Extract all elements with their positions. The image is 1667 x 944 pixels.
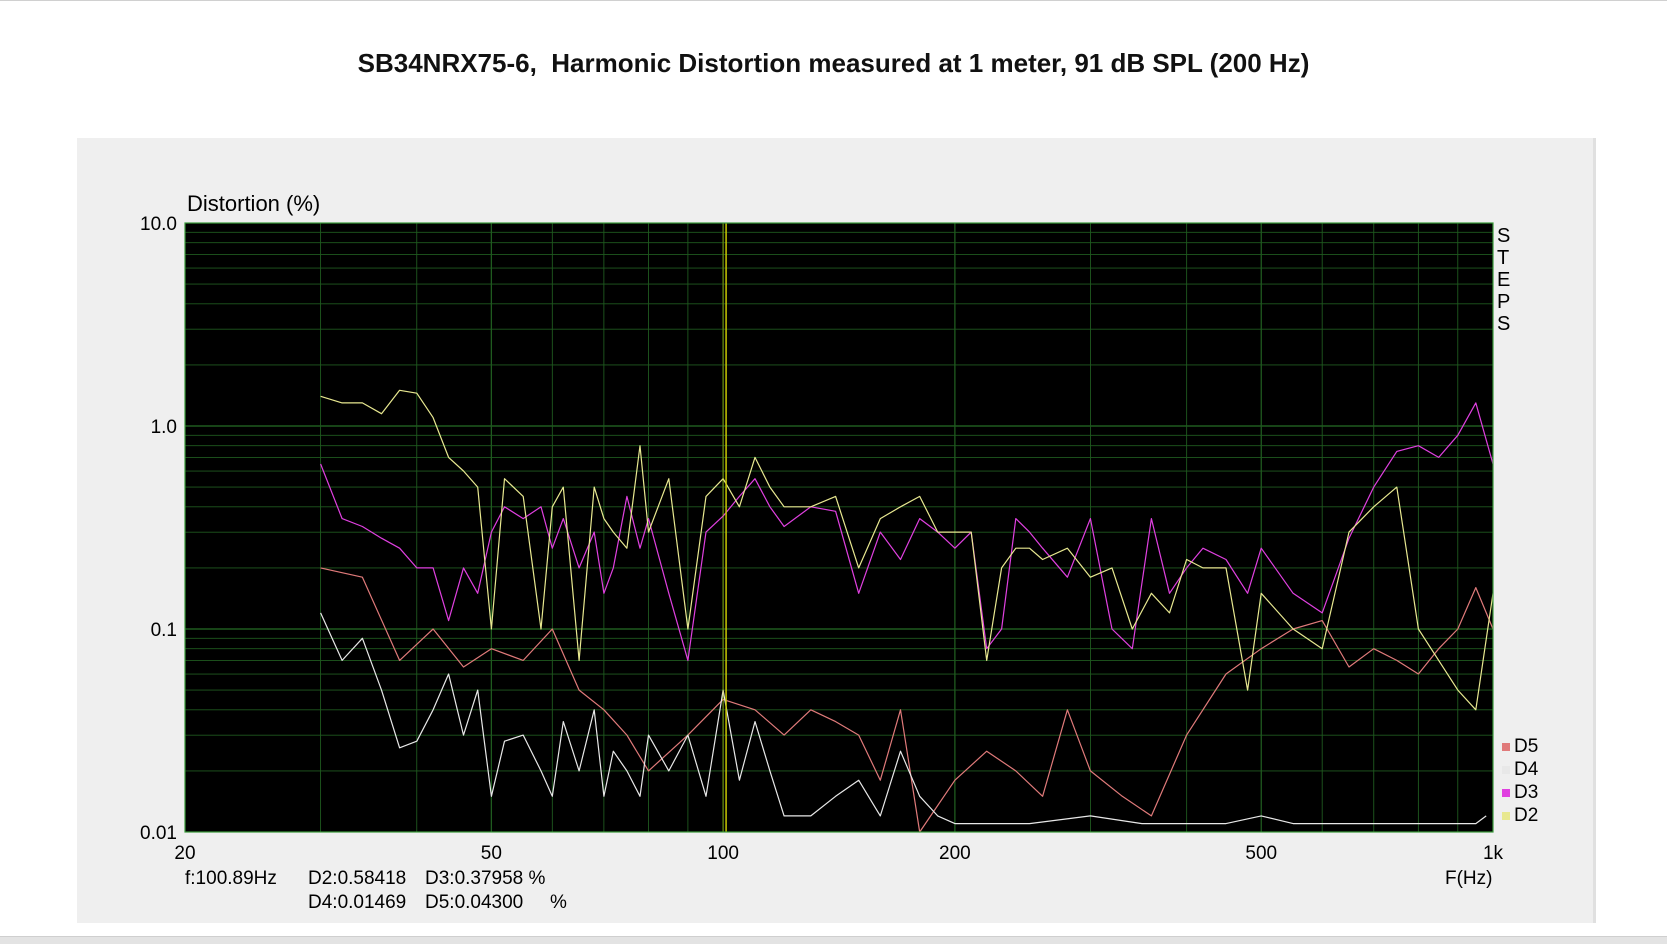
x-tick-label: 100	[707, 843, 739, 864]
cursor-readout-d3: D3:0.37958 %	[425, 868, 546, 889]
y-tick-label: 0.1	[151, 620, 177, 641]
x-tick-label: 1k	[1483, 843, 1504, 864]
plot-border	[184, 222, 1494, 833]
y-tick-label: 0.01	[140, 823, 177, 844]
cursor-readout-d2: D2:0.58418	[308, 868, 406, 889]
distortion-chart: Distortion (%) 10.0 1.0 0.1 0.01 20 50 100 200…	[140, 191, 1539, 913]
legend-label-d4: D4	[1514, 759, 1539, 780]
legend-label-d2: D2	[1514, 805, 1538, 826]
y-tick-label: 1.0	[151, 417, 177, 438]
series-line-d2	[320, 389, 1494, 711]
y-tick-label: 10.0	[140, 214, 177, 235]
legend-label-d5: D5	[1514, 736, 1538, 757]
minor-gridlines	[185, 223, 1493, 832]
legend-swatch-d4	[1502, 766, 1510, 774]
x-tick-labels: 20 50 100 200 500 1k	[174, 843, 1503, 864]
top-border	[0, 0, 1667, 1]
legend-label-d3: D3	[1514, 782, 1538, 803]
plot-area	[185, 223, 1493, 832]
cursor-readout-d4: D4:0.01469	[308, 892, 406, 913]
legend-swatch-d5	[1502, 743, 1510, 751]
series-line-d3	[320, 402, 1494, 662]
y-tick-labels: 10.0 1.0 0.1 0.01	[140, 214, 177, 844]
steps-letter: T	[1497, 247, 1509, 269]
x-tick-label: 20	[174, 843, 195, 864]
legend-swatch-d2	[1502, 812, 1510, 820]
cursor-readout-d5: D5:0.04300	[425, 892, 523, 913]
cursor-readout-unit: %	[550, 892, 567, 913]
x-axis-label: F(Hz)	[1445, 868, 1492, 889]
series-layer	[320, 223, 1494, 833]
bottom-border	[0, 936, 1667, 944]
page-title: SB34NRX75-6, Harmonic Distortion measure…	[357, 48, 1310, 78]
x-tick-label: 50	[481, 843, 502, 864]
x-tick-label: 200	[939, 843, 971, 864]
steps-letter: S	[1497, 225, 1510, 247]
cursor-readout-frequency: f:100.89Hz	[185, 868, 277, 889]
steps-letter: P	[1497, 291, 1510, 313]
steps-letter: S	[1497, 313, 1510, 335]
steps-letter: E	[1497, 269, 1510, 291]
x-tick-label: 500	[1245, 843, 1277, 864]
chart-panel: Distortion (%) 10.0 1.0 0.1 0.01 20 50 100 200…	[77, 138, 1596, 923]
legend-swatch-d3	[1502, 789, 1510, 797]
y-axis-label: Distortion (%)	[187, 191, 320, 216]
